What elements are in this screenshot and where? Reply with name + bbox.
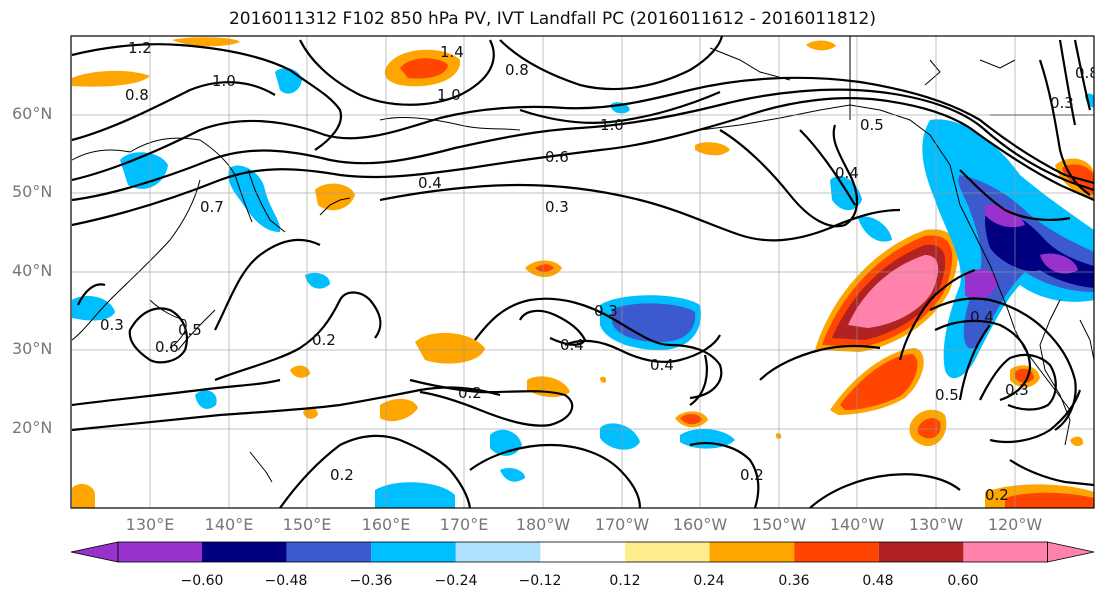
colorbar-tick-label: 0.12 (609, 573, 641, 589)
contour-label: 0.4 (418, 174, 442, 192)
colorbar-segment (540, 542, 625, 562)
lon-label: 160°W (672, 515, 728, 534)
colorbar-tick-label: −0.48 (264, 573, 308, 589)
contour-label: 0.2 (312, 331, 336, 349)
lon-label: 130°W (908, 515, 964, 534)
contour-label: 0.3 (1005, 381, 1029, 399)
colorbar-extend-right (1047, 541, 1095, 563)
colorbar-tick-label: −0.12 (518, 573, 562, 589)
map-frame (70, 35, 1095, 509)
lon-label: 160°E (361, 515, 411, 534)
pv-contours (71, 36, 1094, 508)
contour-label: 0.3 (1050, 94, 1074, 112)
contour-label: 0.2 (740, 466, 764, 484)
contour-label: 1.0 (600, 116, 624, 134)
lon-label: 180°W (515, 515, 571, 534)
colorbar-tick-label: 0.24 (693, 573, 725, 589)
contour-label: 0.5 (178, 321, 202, 339)
figure-title: 2016011312 F102 850 hPa PV, IVT Landfall… (228, 9, 876, 29)
colorbar-tick-label: −0.24 (434, 573, 478, 589)
lon-label: 120°W (987, 515, 1043, 534)
colorbar-tick-label: 0.48 (862, 573, 894, 589)
contour-label: 0.3 (100, 316, 124, 334)
contour-label: 1.2 (128, 39, 152, 57)
contour-label: 1.4 (440, 43, 464, 61)
contour-label: 0.6 (155, 338, 179, 356)
contour-label: 0.8 (505, 61, 529, 79)
lon-label: 140°W (829, 515, 885, 534)
colorbar-segment (118, 542, 202, 562)
contour-label-group: 1.2 1.0 0.8 1.4 1.0 0.8 1.0 0.6 0.4 0.3 … (100, 39, 1099, 504)
lat-label: 60°N (12, 104, 53, 123)
colorbar-frame (117, 541, 1048, 563)
lon-label: 170°W (594, 515, 650, 534)
lat-label: 40°N (12, 261, 53, 280)
contour-label: 1.0 (212, 72, 236, 90)
lat-label: 30°N (12, 339, 53, 358)
colorbar-segment (709, 542, 795, 562)
colorbar-segment (794, 542, 879, 562)
contour-label: 0.8 (125, 86, 149, 104)
contour-label: 0.4 (560, 336, 584, 354)
colorbar-segment (625, 542, 710, 562)
lon-label: 130°E (125, 515, 175, 534)
contour-label: 0.3 (594, 302, 618, 320)
contour-label: 0.4 (835, 164, 859, 182)
contour-label: 0.4 (650, 356, 674, 374)
contour-label: 1.0 (437, 86, 461, 104)
colorbar-extend-left (70, 541, 119, 563)
lon-label: 150°E (282, 515, 332, 534)
contour-label: 0.5 (935, 386, 959, 404)
colorbar-tick-label: −0.36 (349, 573, 393, 589)
lon-label: 150°W (751, 515, 807, 534)
lon-label: 170°E (439, 515, 489, 534)
contour-label: 0.8 (1075, 64, 1099, 82)
contour-label: 0.2 (458, 384, 482, 402)
map-plot-area: 1.2 1.0 0.8 1.4 1.0 0.8 1.0 0.6 0.4 0.3 … (71, 36, 1099, 508)
negative-anomaly-shading (72, 68, 1094, 508)
colorbar-segment (371, 542, 456, 562)
colorbar-tick-label: 0.60 (947, 573, 979, 589)
contour-label: 0.6 (545, 148, 569, 166)
contour-label: 0.4 (970, 308, 994, 326)
contour-label: 0.7 (200, 198, 224, 216)
contour-label: 0.5 (860, 116, 884, 134)
colorbar-segment (963, 542, 1048, 562)
lon-label: 140°E (204, 515, 254, 534)
colorbar-segment (202, 542, 287, 562)
grid-lines (71, 36, 1094, 508)
contour-label: 0.2 (330, 466, 354, 484)
colorbar-tick-label: 0.36 (778, 573, 810, 589)
contour-label: 0.3 (545, 198, 569, 216)
contour-label: 0.2 (985, 486, 1009, 504)
lat-label: 50°N (12, 182, 53, 201)
colorbar-tick-label: −0.60 (180, 573, 224, 589)
colorbar (70, 541, 1095, 563)
lat-label: 20°N (12, 418, 53, 437)
colorbar-segment (878, 542, 964, 562)
colorbar-segment (455, 542, 541, 562)
colorbar-segment (286, 542, 372, 562)
